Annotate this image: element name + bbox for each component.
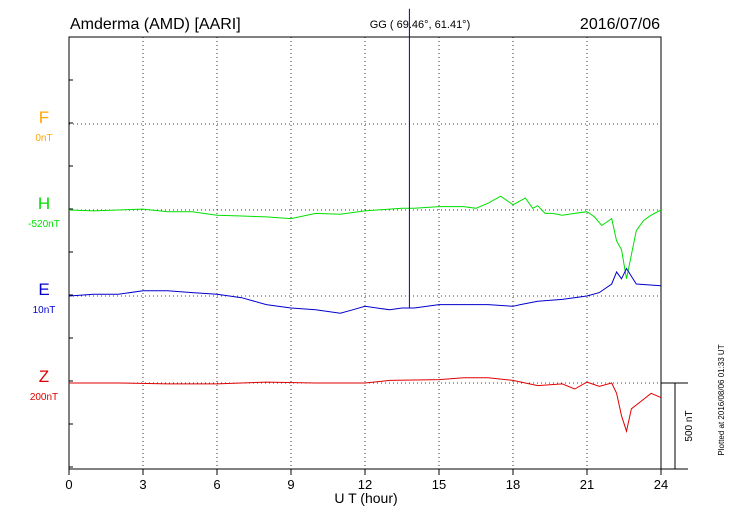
series-line-h <box>68 195 662 279</box>
series-name-e: E <box>38 280 49 299</box>
x-tick-label: 15 <box>432 477 446 492</box>
x-tick-label: 9 <box>287 477 294 492</box>
series-line-z <box>69 377 662 434</box>
x-tick-label: 18 <box>506 477 520 492</box>
x-tick-label: 24 <box>654 477 668 492</box>
scale-bar: 500 nT <box>661 382 695 470</box>
x-tick-label: 12 <box>358 477 372 492</box>
x-axis-label: U T (hour) <box>334 490 397 506</box>
x-tick-label: 3 <box>139 477 146 492</box>
date-label: 2016/07/06 <box>580 16 660 33</box>
plotted-at-note: Plotted at 2016/08/06 01:33 UT <box>717 344 726 455</box>
x-tick-label: 6 <box>213 477 220 492</box>
scale-bar-label: 500 nT <box>684 410 695 441</box>
series-baseline-z: 200nT <box>30 392 58 403</box>
coordinates-label: GG ( 69.46°, 61.41°) <box>370 19 471 31</box>
series-baseline-e: 10nT <box>33 305 56 316</box>
station-title: Amderma (AMD) [AARI] <box>70 16 241 33</box>
grid-lines <box>69 37 661 469</box>
series-baseline-h: -520nT <box>28 219 60 230</box>
series-labels: F 0nT H -520nT E 10nT Z 200nT <box>28 108 60 403</box>
series-lines <box>68 8 662 434</box>
series-name-f: F <box>39 108 49 127</box>
series-name-h: H <box>38 194 50 213</box>
series-line-e <box>68 8 662 314</box>
x-tick-label: 21 <box>580 477 594 492</box>
x-tick-label: 0 <box>65 477 72 492</box>
series-name-z: Z <box>39 367 49 386</box>
x-axis-ticks: 0 3 6 9 12 15 18 21 24 <box>65 79 668 492</box>
series-baseline-f: 0nT <box>35 133 52 144</box>
